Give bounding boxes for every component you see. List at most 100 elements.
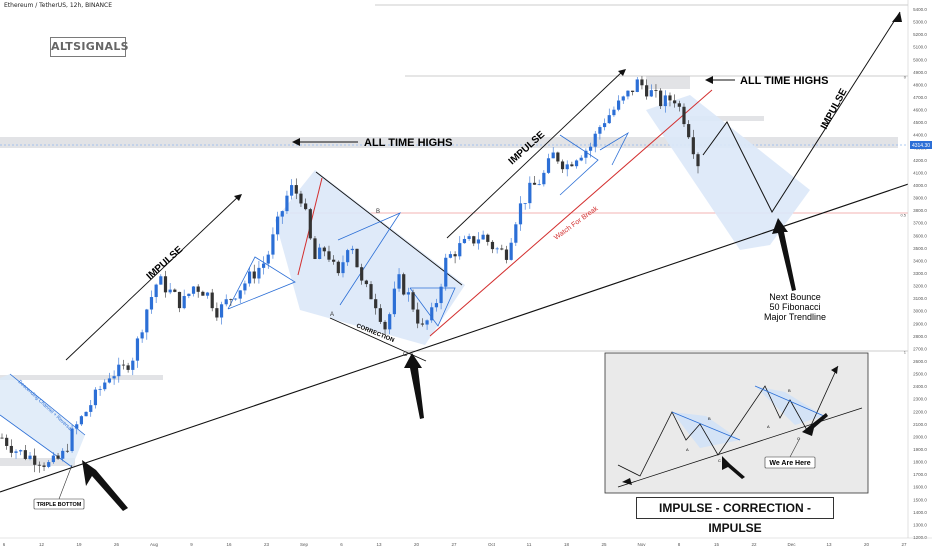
time-tick-label: Sep	[300, 542, 309, 547]
correction-line-bottom	[329, 317, 427, 362]
candle-body	[23, 450, 27, 459]
candle-body	[486, 234, 490, 242]
label-ath-2: ALL TIME HIGHS	[740, 75, 828, 87]
candle-body	[224, 299, 228, 305]
candle-body	[673, 100, 677, 104]
candle-body	[392, 288, 396, 315]
price-tick-label: 4400.0	[913, 133, 927, 138]
ath-arrow-left-head	[292, 138, 300, 146]
inset-path	[617, 365, 839, 477]
candle-body	[616, 100, 621, 110]
time-tick-label: 12	[39, 542, 45, 547]
label-watch-for-break: Watch For Break	[553, 205, 600, 242]
price-tick-label: 4000.0	[913, 183, 927, 188]
ath-zone	[646, 76, 690, 89]
inset-label-b2: B	[788, 388, 791, 393]
price-tick-label: 2900.0	[913, 321, 927, 326]
candle-body	[308, 209, 312, 239]
candle-body	[532, 182, 537, 185]
bounce-arrow-3	[772, 218, 796, 291]
candle-body	[313, 238, 317, 259]
triangle-2	[337, 212, 402, 306]
candle-body	[654, 90, 658, 91]
candle-body	[154, 284, 158, 298]
candle-body	[593, 133, 597, 147]
candle-body	[61, 450, 65, 459]
candle-body	[635, 79, 639, 92]
candle-body	[149, 297, 154, 310]
candle-body	[402, 274, 406, 295]
candle-body	[107, 378, 112, 383]
fib-labels: 0.2100.51	[898, 0, 907, 355]
bottom-title: IMPULSE - CORRECTION - IMPULSE	[636, 497, 834, 535]
candle-body	[663, 95, 667, 107]
label-fibonacci: 50 Fibonacci	[769, 302, 820, 312]
time-tick-label: Aug	[150, 542, 159, 547]
candle-body	[84, 411, 88, 417]
price-tick-label: 4900.0	[913, 70, 927, 75]
candle-body	[65, 450, 69, 452]
price-tick-label: 4100.0	[913, 170, 927, 175]
candle-body	[191, 286, 196, 294]
impulse-arrowhead-2	[618, 69, 626, 76]
ath-arrow-right-head	[705, 76, 713, 84]
label-wave-a: A	[330, 312, 334, 318]
price-tick-label: 2700.0	[913, 346, 927, 351]
candle-body	[360, 267, 364, 281]
current-price-tag	[910, 141, 932, 149]
candle-body	[93, 389, 98, 406]
candle-body	[140, 332, 144, 339]
candle-body	[327, 251, 331, 260]
candle-body	[677, 103, 681, 107]
price-tick-label: 3900.0	[913, 196, 927, 201]
candle-body	[14, 451, 18, 453]
candle-body	[350, 248, 354, 251]
candle-body	[79, 416, 84, 425]
label-wave-b: B	[376, 209, 380, 215]
candle-body	[602, 123, 607, 128]
candle-body	[233, 298, 238, 300]
price-tick-label: 3600.0	[913, 233, 927, 238]
candle-body	[425, 320, 429, 325]
current-price-text: 4314.30	[912, 143, 930, 149]
candle-body	[103, 382, 107, 390]
price-tick-label: 1800.0	[913, 460, 927, 465]
candle-body	[210, 292, 214, 309]
inset-zone-1	[672, 412, 740, 448]
candle-body	[280, 211, 284, 217]
label-ath-1: ALL TIME HIGHS	[364, 137, 452, 149]
projected-arrowhead	[892, 12, 902, 22]
candle-body	[28, 455, 32, 459]
candle-body	[481, 234, 485, 240]
candle-body	[514, 224, 518, 243]
time-tick-label: 20	[864, 542, 870, 547]
candle-body	[640, 79, 644, 86]
candle-body	[145, 309, 149, 333]
candle-body	[406, 292, 410, 295]
price-tick-label: 1900.0	[913, 447, 927, 452]
inset-arrow-1	[622, 478, 632, 485]
inset-arrow-2	[722, 456, 745, 479]
candle-body	[607, 115, 611, 124]
candle-body	[247, 271, 252, 284]
altsignals-logo: ALTSIGNALS	[50, 37, 129, 57]
candle-body	[261, 263, 266, 268]
inset-label-c2: C	[797, 436, 800, 441]
candle-body	[159, 276, 163, 285]
symbol-title: Ethereum / TetherUS, 12h, BINANCE	[4, 2, 113, 9]
candle-body	[177, 291, 182, 309]
time-tick-label: 27	[451, 542, 457, 547]
time-tick-label: 9	[190, 542, 193, 547]
candle-body	[687, 124, 691, 138]
support-zone-left-bottom	[0, 458, 75, 466]
price-tick-label: 2000.0	[913, 434, 927, 439]
price-tick-label: 3500.0	[913, 246, 927, 251]
candle-body	[173, 289, 177, 292]
inset-zone-2	[755, 386, 824, 425]
candle-body	[467, 236, 471, 239]
candle-body	[131, 360, 135, 370]
candle-body	[5, 437, 9, 446]
candle-body	[462, 238, 467, 244]
price-tick-label: 3800.0	[913, 208, 927, 213]
